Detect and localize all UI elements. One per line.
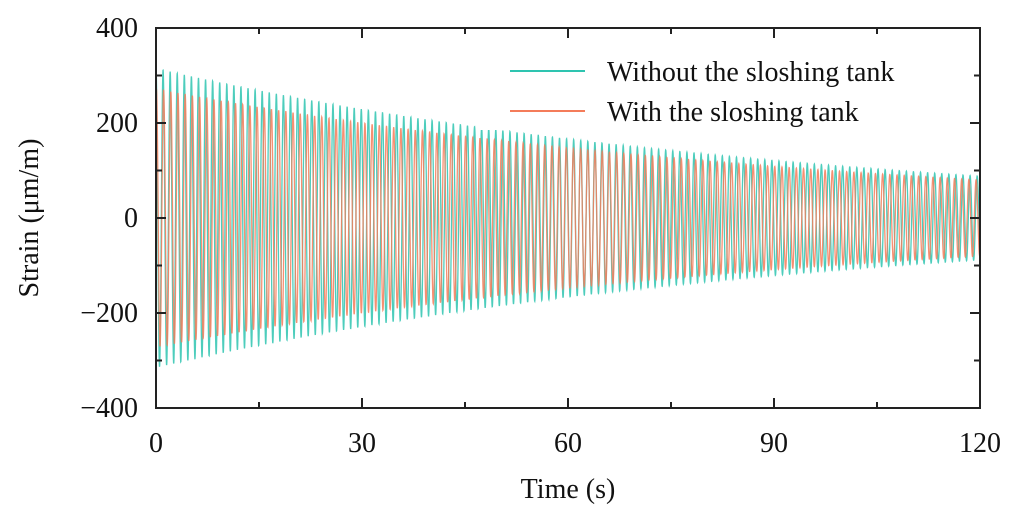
x-tick-label: 30 bbox=[348, 428, 376, 459]
y-axis-label: Strain (μm/m) bbox=[14, 139, 45, 298]
y-tick-label: −200 bbox=[80, 298, 138, 329]
series-line-with-tank bbox=[155, 88, 981, 347]
x-axis-label: Time (s) bbox=[521, 474, 616, 505]
y-tick-label: 400 bbox=[96, 13, 138, 44]
legend-label-without-tank: Without the sloshing tank bbox=[607, 57, 894, 88]
y-tick-label: 0 bbox=[124, 203, 138, 234]
y-tick-label: −400 bbox=[80, 393, 138, 424]
x-tick-label: 0 bbox=[149, 428, 163, 459]
y-tick-label: 200 bbox=[96, 108, 138, 139]
legend: Without the sloshing tank With the slosh… bbox=[480, 50, 960, 130]
x-tick-label: 120 bbox=[959, 428, 1001, 459]
x-tick-label: 90 bbox=[760, 428, 788, 459]
x-tick-label: 60 bbox=[554, 428, 582, 459]
legend-label-with-tank: With the sloshing tank bbox=[607, 97, 859, 128]
